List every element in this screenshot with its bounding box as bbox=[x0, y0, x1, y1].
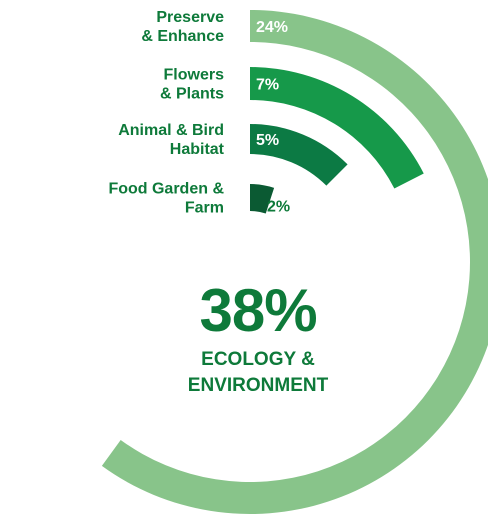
category-label-0-line2: & Enhance bbox=[141, 28, 224, 45]
value-label-0: 24% bbox=[256, 19, 288, 36]
category-label-3-line2: Farm bbox=[185, 200, 224, 217]
ring-arc-3 bbox=[250, 184, 275, 214]
value-label-1: 7% bbox=[256, 77, 279, 94]
category-label-2-line1: Animal & Bird bbox=[118, 122, 224, 139]
total-label-line2: ENVIRONMENT bbox=[188, 375, 329, 396]
category-label-1-line1: Flowers bbox=[164, 67, 225, 84]
category-label-2-line2: Habitat bbox=[170, 141, 225, 158]
total-label-line1: ECOLOGY & bbox=[201, 349, 315, 370]
category-label-1-line2: & Plants bbox=[160, 86, 224, 103]
ring-arc-2 bbox=[250, 124, 348, 186]
total-value: 38% bbox=[199, 277, 316, 344]
ring-arc-0 bbox=[101, 10, 488, 514]
value-label-3: 2% bbox=[267, 199, 290, 216]
label-group: Preserve & Enhance 24% Flowers & Plants 7% Ani… bbox=[108, 9, 290, 217]
value-label-2: 5% bbox=[256, 132, 279, 149]
category-label-3-line1: Food Garden & bbox=[108, 181, 224, 198]
category-label-0-line1: Preserve bbox=[156, 9, 224, 26]
ring-group bbox=[101, 10, 488, 514]
ring-arc-1 bbox=[250, 67, 424, 189]
